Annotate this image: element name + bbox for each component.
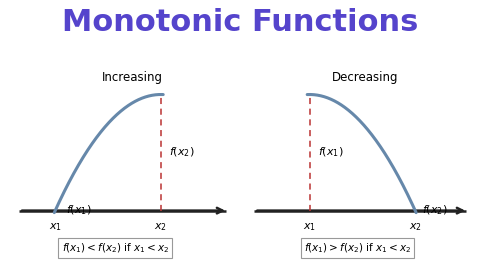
- Text: $f(x_1)$: $f(x_1)$: [318, 146, 344, 159]
- Text: $f(x_2)$: $f(x_2)$: [422, 204, 448, 217]
- Text: $f(x_1) < f(x_2)$ if $x_1 < x_2$: $f(x_1) < f(x_2)$ if $x_1 < x_2$: [61, 242, 169, 255]
- Text: Increasing: Increasing: [101, 71, 163, 84]
- Text: $f(x_1)$: $f(x_1)$: [66, 204, 91, 217]
- Text: $x_1$: $x_1$: [48, 221, 62, 233]
- Text: $x_2$: $x_2$: [408, 221, 422, 233]
- Text: $f(x_2)$: $f(x_2)$: [169, 146, 195, 159]
- Text: $f(x_1) > f(x_2)$ if $x_1 < x_2$: $f(x_1) > f(x_2)$ if $x_1 < x_2$: [304, 242, 411, 255]
- Text: $x_1$: $x_1$: [303, 221, 316, 233]
- Text: Monotonic Functions: Monotonic Functions: [62, 8, 418, 37]
- Text: $x_2$: $x_2$: [154, 221, 168, 233]
- Text: Decreasing: Decreasing: [332, 71, 398, 84]
